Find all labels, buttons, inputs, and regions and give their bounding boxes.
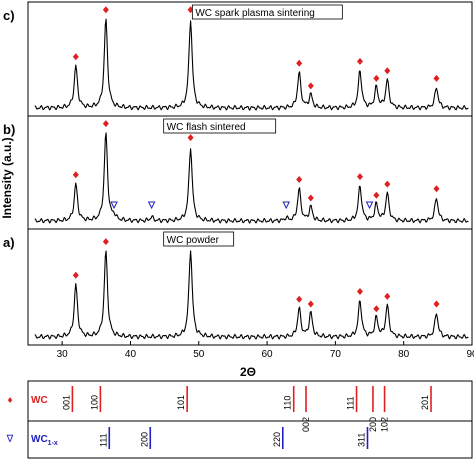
panel-title-box	[163, 231, 235, 247]
panel-title-box	[163, 118, 277, 134]
reference-frame	[27, 380, 473, 459]
hkl-label: 311	[356, 433, 366, 447]
x-tick-label: 80	[398, 349, 410, 360]
wc-peak-marker	[384, 180, 391, 188]
wc-peak-marker	[307, 194, 314, 202]
hkl-label: 002	[301, 417, 311, 432]
wc-peak-marker	[356, 288, 363, 296]
x-tick-label: 50	[193, 349, 205, 360]
y-axis-title: Intensity (a.u.)	[0, 137, 14, 218]
xrd-panel: b) WC flash sintered	[3, 115, 473, 230]
x-tick-label: 70	[330, 349, 342, 360]
panel-frame	[27, 228, 473, 346]
wc1x-peak-marker	[282, 201, 291, 210]
hkl-label: 201	[420, 395, 430, 410]
hkl-label: 200	[368, 417, 378, 432]
panel-title: WC flash sintered	[167, 122, 246, 133]
hkl-label: 102	[380, 417, 390, 432]
hkl-label: 001	[61, 395, 71, 410]
wc-peak-marker	[72, 53, 79, 61]
wc-peak-marker	[187, 134, 194, 142]
diffraction-trace	[34, 18, 469, 111]
wc-peak-marker	[72, 271, 79, 279]
x-tick-label: 60	[262, 349, 274, 360]
wc-peak-marker	[307, 300, 314, 308]
reference-series: ♦ WC 001 100 101 110 002 111 200 102 201	[7, 386, 432, 432]
reference-symbol: ♦	[7, 395, 12, 406]
reference-series: ∇ WC1-x 111 200 220 311	[6, 427, 369, 449]
wc-peak-marker	[296, 175, 303, 183]
reference-name: WC1-x	[31, 434, 58, 447]
wc-peak-marker	[102, 238, 109, 246]
wc-peak-marker	[373, 305, 380, 313]
wc-peak-marker	[433, 300, 440, 308]
wc-peak-marker	[102, 6, 109, 14]
hkl-label: 101	[176, 395, 186, 410]
panel-letter: b)	[3, 122, 15, 137]
reference-symbol: ∇	[6, 434, 14, 445]
xrd-panel: c) WC spark plasma sintering	[3, 1, 473, 117]
hkl-label: 111	[346, 396, 356, 410]
panel-title: WC powder	[167, 235, 220, 246]
reference-name: WC	[31, 395, 48, 406]
wc-peak-marker	[433, 74, 440, 82]
wc-peak-marker	[72, 171, 79, 179]
hkl-label: 100	[89, 395, 99, 410]
x-tick-label: 40	[125, 349, 137, 360]
panel-title-box	[191, 4, 343, 20]
hkl-label: 200	[139, 432, 149, 447]
panel-letter: a)	[3, 235, 15, 250]
diffraction-trace	[34, 250, 469, 340]
wc1x-peak-marker	[110, 201, 118, 210]
wc-peak-marker	[296, 295, 303, 303]
diffraction-trace	[34, 132, 469, 224]
wc-peak-marker	[356, 173, 363, 181]
x-axis-title: 2Θ	[240, 365, 256, 379]
wc-peak-marker	[373, 74, 380, 82]
wc-peak-marker	[384, 292, 391, 300]
x-tick-label: 90	[466, 349, 474, 360]
xrd-panel: a) WC powder	[3, 228, 473, 346]
wc-peak-marker	[102, 120, 109, 128]
panel-title: WC spark plasma sintering	[195, 8, 314, 19]
hkl-label: 110	[283, 396, 293, 410]
wc-peak-marker	[433, 185, 440, 193]
wc-peak-marker	[384, 67, 391, 75]
hkl-label: 220	[272, 432, 282, 447]
x-tick-label: 30	[57, 349, 69, 360]
panels-layer: c) WC spark plasma sintering b) WC flash si…	[3, 1, 473, 346]
wc-peak-marker	[296, 59, 303, 67]
wc-peak-marker	[356, 57, 363, 65]
panel-letter: c)	[3, 8, 15, 23]
x-axis: 30 40 50 60 70 80 90	[57, 341, 474, 360]
wc-peak-marker	[373, 191, 380, 199]
hkl-label: 111	[98, 433, 108, 447]
wc1x-peak-marker	[365, 201, 374, 210]
wc1x-peak-marker	[147, 201, 156, 210]
wc-peak-marker	[307, 82, 314, 90]
